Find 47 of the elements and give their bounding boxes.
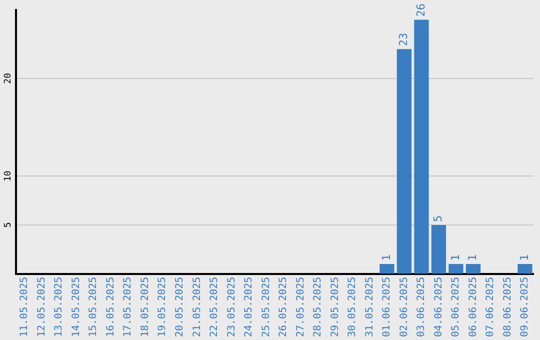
y-tick-label: 5	[3, 222, 14, 228]
bar	[380, 264, 394, 274]
y-tick-label: 10	[3, 170, 14, 182]
x-tick-label: 06.06.2025	[468, 276, 479, 338]
x-tick-label: 09.06.2025	[520, 276, 531, 338]
y-tick-label: 20	[3, 72, 14, 84]
x-tick-label: 19.05.2025	[157, 276, 168, 338]
x-tick-label: 12.05.2025	[36, 276, 48, 338]
bar	[466, 264, 481, 274]
x-tick-label: 22.05.2025	[209, 276, 220, 338]
x-tick-label: 21.05.2025	[192, 276, 203, 338]
data-label: 1	[518, 254, 531, 262]
data-label: 23	[397, 32, 410, 46]
x-tick-label: 05.06.2025	[450, 276, 462, 338]
data-label: 1	[380, 254, 393, 262]
x-tick-label: 16.05.2025	[105, 276, 116, 338]
bar	[414, 20, 429, 274]
bar	[518, 264, 532, 274]
bar	[431, 224, 446, 274]
data-label: 5	[432, 215, 445, 222]
bar	[448, 264, 464, 274]
x-tick-label: 26.05.2025	[278, 276, 290, 338]
x-tick-label: 20.05.2025	[174, 276, 186, 338]
x-tick-label: 28.05.2025	[312, 276, 324, 338]
data-label: 1	[466, 254, 480, 262]
x-tick-label: 08.06.2025	[502, 276, 514, 338]
bar	[396, 49, 412, 274]
x-tick-label: 23.05.2025	[226, 276, 238, 338]
x-tick-label: 15.05.2025	[88, 276, 100, 338]
x-tick-label: 29.05.2025	[330, 276, 341, 338]
x-tick-label: 25.05.2025	[260, 276, 272, 338]
x-tick-label: 02.06.2025	[398, 276, 410, 338]
x-tick-label: 31.05.2025	[364, 276, 376, 338]
x-tick-label: 18.05.2025	[140, 276, 151, 338]
x-tick-label: 07.06.2025	[485, 276, 496, 338]
x-tick-label: 24.05.2025	[244, 276, 255, 338]
x-tick-label: 30.05.2025	[347, 276, 358, 338]
data-label: 1	[448, 254, 462, 262]
x-tick-label: 27.05.2025	[295, 276, 306, 338]
x-tick-label: 01.06.2025	[382, 276, 393, 338]
data-label: 26	[414, 4, 428, 17]
x-tick-label: 11.05.2025	[19, 276, 30, 338]
x-tick-label: 13.05.2025	[54, 276, 65, 338]
x-tick-label: 04.06.2025	[433, 276, 444, 338]
x-tick-label: 14.05.2025	[70, 276, 82, 338]
x-tick-label: 17.05.2025	[122, 276, 134, 338]
x-tick-label: 03.06.2025	[416, 276, 428, 338]
